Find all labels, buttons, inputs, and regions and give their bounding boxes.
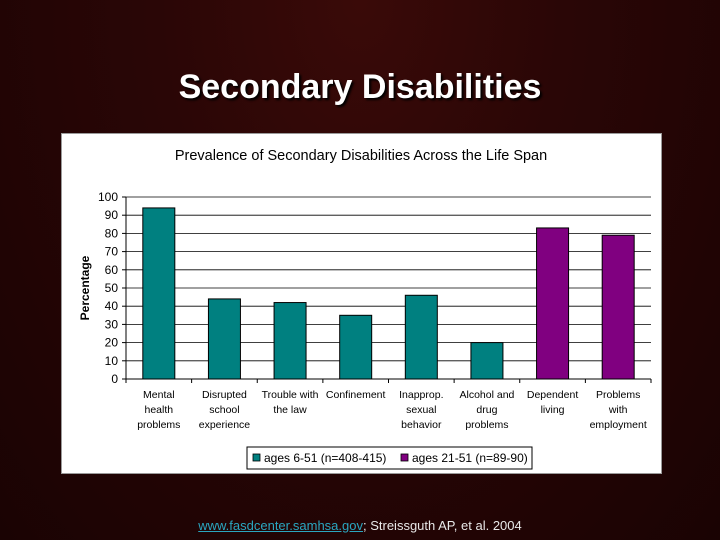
x-tick-label: sexual <box>406 404 436 416</box>
bar <box>142 207 176 380</box>
legend-box <box>246 446 533 470</box>
y-axis-label: Percentage <box>78 255 92 320</box>
y-tick-label: 40 <box>105 299 119 313</box>
bar <box>601 234 635 380</box>
x-tick-label: Mental <box>143 389 175 401</box>
x-tick-label: living <box>541 404 565 416</box>
x-tick-label: Dependent <box>527 389 578 401</box>
x-tick-label: the law <box>273 404 307 416</box>
x-tick-label: employment <box>590 419 647 431</box>
x-tick-label: behavior <box>401 419 442 431</box>
x-tick-label: school <box>209 404 239 416</box>
slide-title: Secondary Disabilities <box>178 68 542 106</box>
x-tick-label: health <box>145 404 174 416</box>
bar <box>207 298 241 380</box>
bar <box>273 302 307 380</box>
bar-chart: Prevalence of Secondary Disabilities Acr… <box>78 148 652 470</box>
legend-label: ages 21-51 (n=89-90) <box>412 451 528 465</box>
x-tick-label: Confinement <box>326 389 386 401</box>
x-tick-label: Alcohol and <box>460 389 515 401</box>
source-link[interactable]: www.fasdcenter.samhsa.gov <box>198 518 363 533</box>
footer: www.fasdcenter.samhsa.gov; Streissguth A… <box>0 518 720 533</box>
citation-text: ; Streissguth AP, et al. 2004 <box>362 518 522 533</box>
legend-label: ages 6-51 (n=408-415) <box>264 451 386 465</box>
bar <box>339 314 373 380</box>
x-tick-label: Trouble with <box>262 389 319 401</box>
bar <box>470 342 504 380</box>
bar <box>404 294 438 380</box>
x-tick-label: problems <box>465 419 508 431</box>
x-tick-label: experience <box>199 419 251 431</box>
y-tick-label: 100 <box>98 190 118 204</box>
y-tick-label: 0 <box>111 372 118 386</box>
x-tick-label: Problems <box>596 389 640 401</box>
x-tick-label: Disrupted <box>202 389 247 401</box>
chart-panel: Prevalence of Secondary Disabilities Acr… <box>61 133 662 474</box>
y-tick-label: 10 <box>105 354 119 368</box>
y-tick-label: 90 <box>105 208 119 222</box>
x-tick-label: Inapprop. <box>399 389 443 401</box>
y-tick-label: 20 <box>105 336 119 350</box>
chart-title: Prevalence of Secondary Disabilities Acr… <box>175 148 547 164</box>
x-tick-label: drug <box>476 404 497 416</box>
y-tick-label: 50 <box>105 281 119 295</box>
y-tick-label: 60 <box>105 263 119 277</box>
y-tick-label: 70 <box>105 245 119 259</box>
legend-swatch <box>252 453 261 462</box>
bar <box>536 227 570 380</box>
legend-swatch <box>400 453 409 462</box>
x-tick-label: with <box>608 404 628 416</box>
y-tick-label: 30 <box>105 317 119 331</box>
y-tick-label: 80 <box>105 226 119 240</box>
x-tick-label: problems <box>137 419 180 431</box>
